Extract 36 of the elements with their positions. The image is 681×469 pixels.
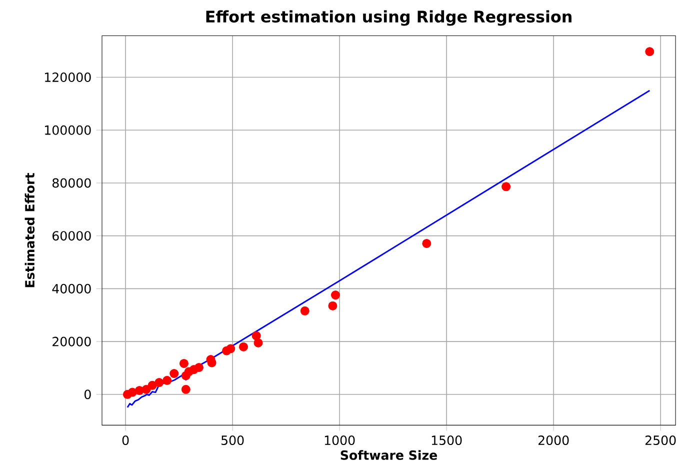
point <box>154 378 164 388</box>
point <box>252 331 261 340</box>
x-tick-label: 2000 <box>538 436 569 446</box>
y-axis-title: Estimated Effort <box>24 173 35 288</box>
y-tick-label: 40000 <box>52 284 91 294</box>
x-tick-label: 0 <box>122 436 129 446</box>
point <box>222 346 232 356</box>
x-tick-label: 1500 <box>432 436 462 446</box>
point <box>328 301 338 310</box>
chart-title: Effort estimation using Ridge Regression <box>206 10 572 26</box>
point <box>645 47 654 56</box>
point <box>181 371 190 380</box>
point <box>179 359 188 368</box>
point <box>148 380 157 390</box>
y-tick-label: 20000 <box>52 336 91 346</box>
x-tick-label: 500 <box>222 436 244 446</box>
point <box>254 338 263 348</box>
point <box>181 384 190 394</box>
x-axis-title: Software Size <box>340 450 438 460</box>
y-tick-label: 80000 <box>52 178 91 188</box>
y-tick-label: 60000 <box>52 231 91 241</box>
x-tick-label: 1000 <box>324 436 355 446</box>
point <box>122 390 132 399</box>
point <box>300 306 310 316</box>
point <box>238 342 248 352</box>
line-series <box>126 90 650 408</box>
point <box>134 386 144 395</box>
y-tick-label: 120000 <box>45 72 91 82</box>
y-tick-label: 0 <box>84 390 91 400</box>
point <box>422 239 432 248</box>
point <box>330 290 340 300</box>
point <box>502 182 511 192</box>
point <box>162 376 172 385</box>
x-tick-label: 2500 <box>645 436 676 446</box>
point <box>170 369 179 378</box>
y-tick-label: 100000 <box>45 125 91 135</box>
